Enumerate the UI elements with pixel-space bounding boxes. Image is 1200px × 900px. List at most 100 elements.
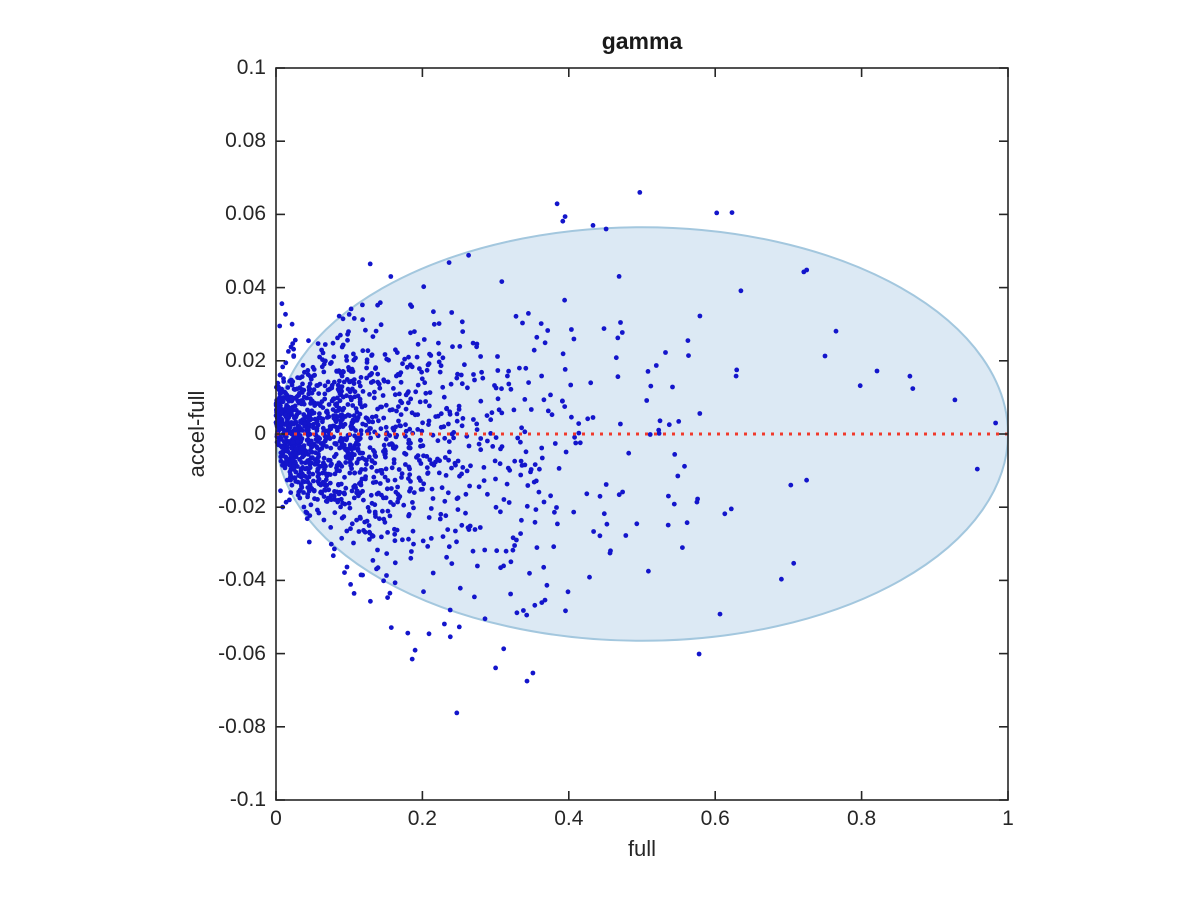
data-point <box>354 409 360 415</box>
data-point <box>369 352 375 358</box>
data-point <box>409 656 415 662</box>
data-point <box>331 354 337 360</box>
data-point <box>381 415 387 421</box>
data-point <box>288 477 293 483</box>
data-point <box>358 428 364 433</box>
data-point <box>493 476 498 482</box>
data-point <box>421 481 427 487</box>
data-point <box>563 449 569 455</box>
data-point <box>377 481 383 486</box>
data-point <box>408 330 413 336</box>
data-point <box>591 529 596 534</box>
data-point <box>305 494 310 500</box>
data-point <box>450 344 455 350</box>
data-point <box>421 284 427 290</box>
data-point <box>733 373 739 379</box>
data-point <box>436 321 442 326</box>
data-point <box>481 465 487 470</box>
data-point <box>306 391 312 397</box>
data-point <box>375 371 381 377</box>
data-point <box>615 335 621 341</box>
data-point <box>459 522 465 528</box>
data-point <box>280 389 285 395</box>
data-point <box>857 383 863 389</box>
data-point <box>310 443 315 448</box>
data-point <box>290 457 296 462</box>
data-point <box>526 380 531 385</box>
data-point <box>672 452 678 457</box>
data-point <box>340 316 346 322</box>
data-point <box>443 513 449 519</box>
data-point <box>686 353 691 358</box>
data-point <box>549 412 555 418</box>
data-point <box>385 595 390 600</box>
data-point <box>447 449 452 455</box>
data-point <box>378 322 384 328</box>
data-point <box>657 418 663 424</box>
data-point <box>426 418 432 424</box>
data-point <box>588 380 594 386</box>
data-point <box>371 474 377 480</box>
data-point <box>345 412 351 418</box>
data-point <box>541 397 547 403</box>
data-point <box>326 434 332 440</box>
data-point <box>320 479 326 485</box>
data-point <box>645 369 651 374</box>
data-point <box>392 560 398 566</box>
data-point <box>351 591 357 596</box>
data-point <box>296 400 302 406</box>
data-point <box>415 341 421 347</box>
data-point <box>382 474 388 480</box>
data-point <box>385 508 391 514</box>
data-point <box>388 274 394 279</box>
data-point <box>414 354 420 360</box>
data-point <box>300 362 306 368</box>
data-point <box>501 646 507 652</box>
data-point <box>519 517 524 523</box>
data-point <box>385 530 390 535</box>
data-point <box>306 488 312 494</box>
data-point <box>277 323 283 329</box>
data-point <box>717 611 723 617</box>
data-point <box>341 369 346 375</box>
data-point <box>345 454 351 460</box>
data-point <box>526 311 531 316</box>
data-point <box>378 426 384 432</box>
data-point <box>438 424 444 430</box>
data-point <box>279 409 284 415</box>
data-point <box>360 317 365 323</box>
data-point <box>300 445 306 451</box>
data-point <box>345 402 351 407</box>
data-point <box>449 465 454 471</box>
data-point <box>278 488 283 494</box>
data-point <box>406 512 412 517</box>
data-point <box>508 559 514 565</box>
data-point <box>538 321 544 326</box>
data-point <box>356 493 361 499</box>
data-point <box>401 502 407 508</box>
data-point <box>442 435 448 441</box>
data-point <box>341 442 347 448</box>
data-point <box>449 310 455 315</box>
data-point <box>644 398 650 403</box>
data-point <box>379 404 384 410</box>
data-point <box>306 539 312 545</box>
data-point <box>290 421 296 427</box>
data-point <box>449 431 455 437</box>
data-point <box>433 414 439 419</box>
data-point <box>354 416 360 422</box>
data-point <box>347 505 353 511</box>
data-point <box>618 421 623 427</box>
data-point <box>316 476 322 482</box>
data-point <box>409 549 414 554</box>
data-point <box>484 413 490 418</box>
data-point <box>375 302 380 308</box>
data-point <box>545 328 551 333</box>
data-point <box>415 382 421 388</box>
data-point <box>384 573 389 578</box>
data-point <box>646 568 651 574</box>
data-point <box>993 420 998 426</box>
data-point <box>515 435 521 441</box>
data-point <box>362 467 368 472</box>
data-point <box>344 436 350 441</box>
